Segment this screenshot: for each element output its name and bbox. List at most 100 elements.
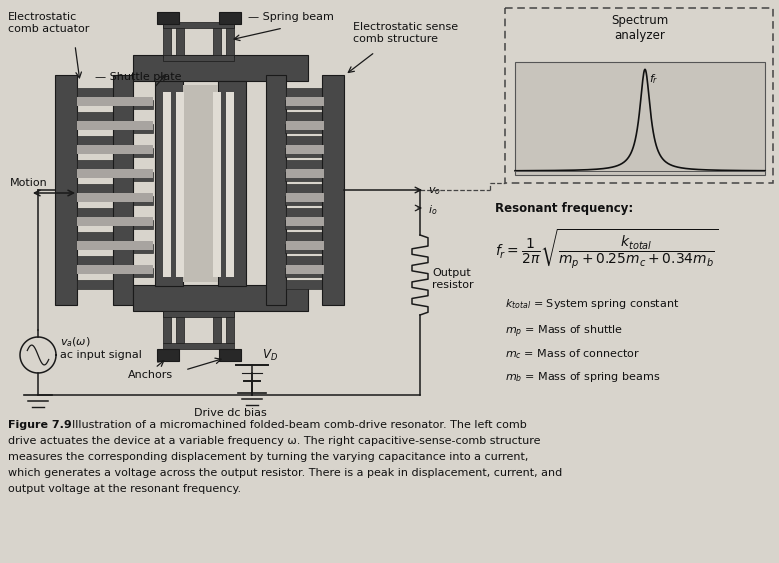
Bar [286,136,324,145]
Bar [226,25,234,57]
Text: drive actuates the device at a variable frequency ω. The right capacitive-sense-: drive actuates the device at a variable … [8,436,541,446]
Bar [286,184,324,193]
Text: $f_r$: $f_r$ [649,72,658,86]
Bar [77,280,115,289]
Bar [219,349,241,361]
Bar [163,92,171,277]
Bar [285,100,323,109]
Bar [77,169,153,178]
Text: $V_D$: $V_D$ [262,348,278,363]
Bar [176,25,184,57]
Text: ac input signal: ac input signal [60,350,142,360]
Text: $m_b$ = Mass of spring beams: $m_b$ = Mass of spring beams [505,370,661,384]
Text: Output
resistor: Output resistor [432,268,474,289]
Bar [113,75,133,305]
Text: Resonant frequency:: Resonant frequency: [495,202,633,215]
Bar [77,208,115,217]
Bar [115,268,153,277]
Bar [286,241,324,250]
Text: — Spring beam: — Spring beam [248,12,334,22]
Bar [115,124,153,133]
Bar [77,121,153,130]
Bar [213,92,221,277]
Bar [133,285,308,311]
Bar [213,311,221,343]
Text: output voltage at the resonant frequency.: output voltage at the resonant frequency… [8,484,241,494]
Text: $v_o$: $v_o$ [428,185,441,197]
Bar [286,265,324,274]
Bar [286,145,324,154]
Bar [286,208,324,217]
Bar [213,25,221,57]
Bar [77,184,115,193]
Bar [286,280,324,289]
Bar [163,55,234,61]
Bar [286,169,324,178]
Text: $v_a(\omega)$: $v_a(\omega)$ [60,335,90,348]
Bar [115,196,153,205]
Bar [77,97,153,106]
Bar [155,81,183,286]
Bar [77,136,115,145]
Bar [163,25,171,57]
Bar [219,12,241,24]
Bar [115,148,153,157]
Bar [77,256,115,265]
Bar [515,62,765,175]
Bar [55,75,77,305]
Bar [322,75,344,305]
Bar [286,256,324,265]
Bar [286,88,324,97]
Bar [286,112,324,121]
Text: measures the corresponding displacement by turning the varying capacitance into : measures the corresponding displacement … [8,452,528,462]
Bar [226,311,234,343]
Text: $f_r = \dfrac{1}{2\pi}\sqrt{\dfrac{k_{total}}{m_p+ 0.25m_c+ 0.34m_b}}$: $f_r = \dfrac{1}{2\pi}\sqrt{\dfrac{k_{to… [495,228,718,271]
Text: Spectrum
analyzer: Spectrum analyzer [612,14,668,42]
Text: Electrostatic sense
comb structure: Electrostatic sense comb structure [353,22,458,43]
Text: Drive dc bias: Drive dc bias [194,408,266,418]
Bar [77,160,115,169]
Text: — Shuttle plate: — Shuttle plate [95,72,182,82]
Bar [77,112,115,121]
Bar [163,311,171,343]
Bar [285,268,323,277]
Bar [286,121,324,130]
Text: Motion: Motion [10,178,48,188]
Bar [286,232,324,241]
Bar [266,75,286,305]
Bar [285,220,323,229]
Bar [163,343,234,349]
Bar [133,55,308,81]
Bar [183,85,218,282]
Bar [226,92,234,277]
Text: Anchors: Anchors [128,370,173,380]
Bar [286,217,324,226]
Bar [77,145,153,154]
Bar [286,193,324,202]
Bar [286,160,324,169]
Text: $i_o$: $i_o$ [428,203,438,217]
Bar [285,148,323,157]
Bar [115,244,153,253]
Text: Electrostatic
comb actuator: Electrostatic comb actuator [8,12,90,34]
Bar [286,97,324,106]
Bar [163,22,234,28]
Bar [176,311,184,343]
Bar [157,12,179,24]
Bar [77,241,153,250]
Bar [285,196,323,205]
Bar [218,81,246,286]
Bar [115,100,153,109]
Bar [157,349,179,361]
Text: $m_p$ = Mass of shuttle: $m_p$ = Mass of shuttle [505,324,623,341]
Bar [505,8,773,183]
Text: Illustration of a micromachined folded-beam comb-drive resonator. The left comb: Illustration of a micromachined folded-b… [65,420,527,430]
Bar [285,124,323,133]
Bar [176,92,184,277]
Bar [285,244,323,253]
Text: Figure 7.9: Figure 7.9 [8,420,72,430]
Bar [77,232,115,241]
Text: which generates a voltage across the output resistor. There is a peak in displac: which generates a voltage across the out… [8,468,562,478]
Text: $k_{total}$ = System spring constant: $k_{total}$ = System spring constant [505,297,679,311]
Bar [115,220,153,229]
